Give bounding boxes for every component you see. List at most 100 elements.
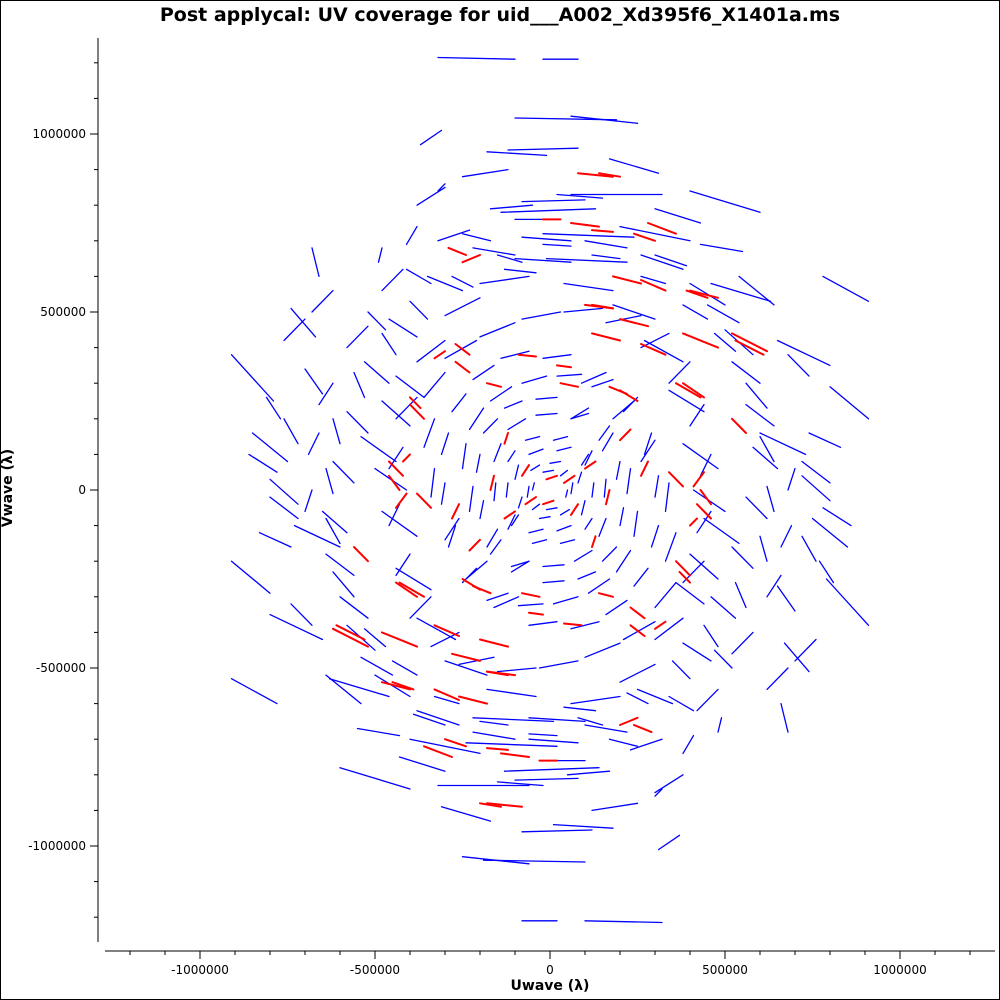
uv-track-conjugate	[409, 403, 425, 420]
uv-track	[486, 528, 499, 548]
uv-track	[451, 275, 474, 288]
uv-track	[559, 508, 570, 516]
uv-track-conjugate	[318, 382, 334, 406]
uv-track-conjugate	[703, 624, 719, 648]
uv-track-conjugate	[514, 777, 579, 781]
uv-track	[629, 738, 663, 751]
uv-track-conjugate	[486, 382, 502, 388]
uv-track-conjugate	[325, 674, 362, 705]
uv-track-conjugate	[559, 382, 579, 388]
uv-track-conjugate	[766, 485, 775, 513]
uv-track-conjugate	[633, 510, 639, 537]
uv-track-conjugate	[510, 514, 520, 527]
uv-track-conjugate	[472, 247, 516, 256]
uv-track	[808, 432, 842, 448]
uv-track-conjugate	[822, 275, 870, 302]
uv-track-conjugate	[451, 503, 460, 520]
uv-track-conjugate	[759, 535, 768, 562]
uv-track	[500, 752, 530, 758]
uv-track	[591, 802, 639, 812]
uv-track	[731, 546, 754, 569]
uv-track	[643, 432, 653, 456]
y-tick-label: 0	[78, 483, 86, 497]
uv-track-conjugate	[563, 622, 583, 627]
uv-track-conjugate	[248, 453, 278, 473]
uv-track-conjugate	[657, 834, 681, 851]
uv-track-conjugate	[402, 453, 411, 463]
uv-track	[339, 767, 411, 790]
uv-track-conjugate	[510, 560, 530, 568]
uv-track	[521, 592, 541, 598]
uv-track	[713, 332, 737, 352]
uv-track	[328, 678, 390, 698]
uv-track	[619, 428, 632, 442]
uv-track-conjugate	[325, 553, 355, 577]
uv-track	[433, 624, 460, 637]
uv-track	[528, 448, 544, 456]
uv-track	[423, 745, 453, 758]
uv-track	[430, 467, 436, 498]
uv-track-conjugate	[321, 510, 348, 534]
y-tick-label: -1000000	[28, 839, 86, 853]
uv-track-conjugate	[524, 496, 537, 506]
uv-track	[629, 606, 646, 620]
uv-track-conjugate	[360, 656, 394, 676]
uv-track-conjugate	[584, 303, 614, 310]
uv-track-conjugate	[608, 158, 660, 174]
flagged-visibilities	[332, 172, 768, 808]
uv-track-conjugate	[311, 289, 334, 313]
uv-track	[440, 806, 492, 822]
uv-track-conjugate	[654, 581, 677, 609]
uv-track	[405, 268, 432, 285]
uv-track	[556, 446, 572, 452]
uv-track	[437, 183, 446, 192]
uv-track	[682, 332, 719, 349]
uv-track	[591, 254, 621, 260]
uv-track-conjugate	[811, 517, 849, 548]
uv-track-conjugate	[612, 304, 656, 320]
uv-track-conjugate	[710, 282, 772, 302]
uv-track	[461, 233, 492, 242]
uv-track	[353, 371, 366, 399]
uv-track	[542, 243, 572, 247]
uv-track-conjugate	[664, 482, 670, 513]
uv-track	[696, 503, 712, 520]
uv-track	[538, 516, 551, 520]
uv-track-conjugate	[577, 717, 604, 726]
uv-track	[528, 621, 558, 626]
uv-track	[640, 279, 667, 292]
uv-track	[514, 464, 520, 480]
uv-track	[458, 695, 488, 705]
uv-track	[521, 464, 530, 477]
uv-track	[570, 621, 600, 630]
uv-track-conjugate	[444, 738, 467, 748]
uv-track	[591, 229, 614, 233]
uv-track	[521, 829, 593, 833]
uv-track-conjugate	[591, 535, 597, 548]
uv-track-conjugate	[675, 581, 705, 605]
uv-track-conjugate	[570, 503, 579, 516]
uv-track-conjugate	[552, 823, 614, 829]
uv-track-conjugate	[759, 432, 807, 456]
uv-track-conjugate	[552, 596, 579, 605]
uv-track-conjugate	[451, 393, 467, 413]
uv-track	[507, 514, 516, 530]
uv-track-conjugate	[416, 339, 446, 363]
uv-track-conjugate	[528, 611, 544, 616]
uv-track-conjugate	[682, 443, 719, 470]
uv-track-conjugate	[514, 117, 618, 121]
uv-track	[682, 642, 712, 662]
uv-track-conjugate	[500, 350, 530, 359]
uv-track	[654, 620, 667, 630]
uv-track	[591, 482, 595, 498]
uv-track	[283, 418, 299, 445]
uv-track	[290, 307, 317, 338]
uv-track	[381, 400, 411, 427]
uv-track	[472, 585, 492, 595]
uv-track	[447, 246, 467, 256]
uv-track-conjugate	[461, 254, 481, 264]
uv-track	[570, 412, 590, 420]
uv-track-conjugate	[626, 692, 649, 705]
uv-track	[787, 467, 796, 491]
uv-track	[545, 257, 628, 263]
